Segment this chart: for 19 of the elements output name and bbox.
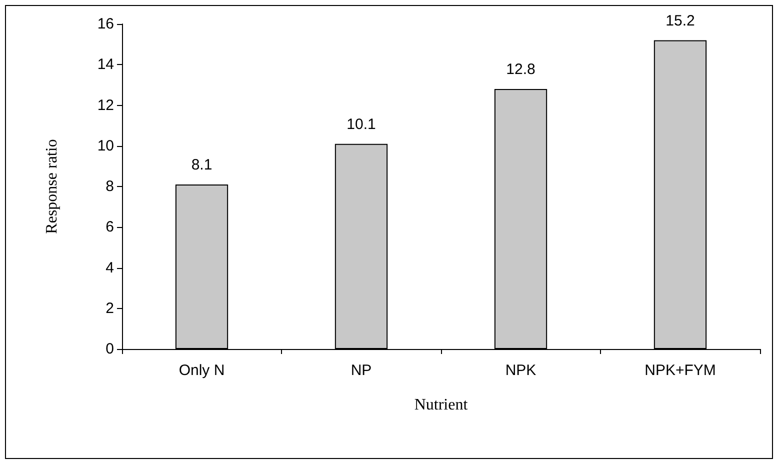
- x-tick-label: NPK: [505, 362, 536, 379]
- y-tick-label: 12: [97, 96, 114, 114]
- x-tick-label: Only N: [178, 362, 225, 379]
- y-tick-label: 14: [97, 56, 114, 74]
- y-tick-label: 2: [106, 300, 114, 317]
- data-label: 8.1: [191, 156, 212, 174]
- y-tick-label: 8: [106, 178, 114, 195]
- y-tick-label: 4: [106, 259, 114, 276]
- data-label: 12.8: [506, 61, 536, 78]
- x-tick-label: NPK+FYM: [644, 362, 716, 379]
- y-tick-label: 16: [97, 16, 114, 32]
- y-axis-title: Response ratio: [44, 139, 60, 234]
- x-axis-title: Nutrient: [414, 396, 468, 414]
- data-label: 10.1: [346, 116, 376, 133]
- y-tick-label: 10: [97, 137, 114, 154]
- data-label: 15.2: [666, 12, 695, 30]
- y-tick-label: 0: [106, 340, 114, 358]
- y-tick-label: 6: [106, 218, 114, 236]
- x-tick-label: NP: [350, 362, 372, 379]
